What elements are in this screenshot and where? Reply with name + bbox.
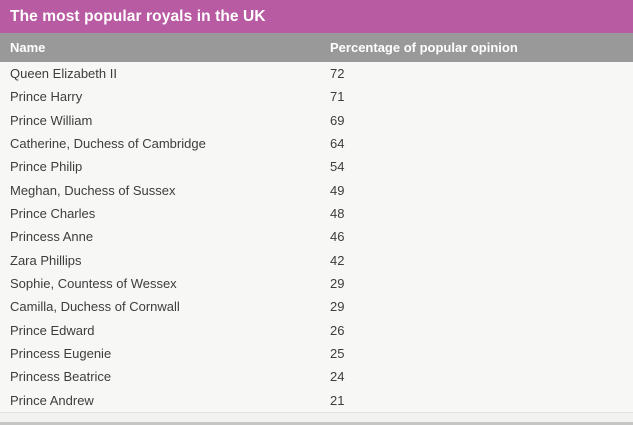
percentage-cell: 72 <box>330 66 345 82</box>
royal-name-cell: Prince Philip <box>10 159 83 175</box>
table-row: Princess Eugenie 25 <box>0 342 633 365</box>
percentage-cell: 25 <box>330 346 345 362</box>
royal-name-cell: Prince Harry <box>10 89 83 105</box>
percentage-cell: 29 <box>330 276 345 292</box>
column-header-name: Name <box>10 40 46 55</box>
royal-name-cell: Camilla, Duchess of Cornwall <box>10 299 180 315</box>
royal-name-cell: Meghan, Duchess of Sussex <box>10 182 176 198</box>
percentage-cell: 29 <box>330 299 345 315</box>
royal-name-cell: Prince Andrew <box>10 392 94 408</box>
page-background-band <box>0 413 633 422</box>
page-title: The most popular royals in the UK <box>10 7 266 25</box>
table-column-header-row: Name Percentage of popular opinion <box>0 33 633 62</box>
column-header-percentage: Percentage of popular opinion <box>330 40 518 55</box>
table-row: Camilla, Duchess of Cornwall 29 <box>0 295 633 318</box>
royal-name-cell: Prince Edward <box>10 322 95 338</box>
percentage-cell: 54 <box>330 159 345 175</box>
percentage-cell: 71 <box>330 89 345 105</box>
royal-name-cell: Catherine, Duchess of Cambridge <box>10 136 206 152</box>
percentage-cell: 49 <box>330 182 345 198</box>
royal-name-cell: Sophie, Countess of Wessex <box>10 276 177 292</box>
percentage-cell: 46 <box>330 229 345 245</box>
percentage-cell: 26 <box>330 322 345 338</box>
table-row: Prince Philip 54 <box>0 155 633 178</box>
royal-name-cell: Prince William <box>10 112 93 128</box>
table-body: Queen Elizabeth II 72 Prince Harry 71 Pr… <box>0 62 633 413</box>
percentage-cell: 64 <box>330 136 345 152</box>
table-row: Prince William 69 <box>0 109 633 132</box>
table-row: Prince Harry 71 <box>0 85 633 108</box>
royal-name-cell: Princess Eugenie <box>10 346 112 362</box>
royal-name-cell: Queen Elizabeth II <box>10 66 117 82</box>
table-title-bar: The most popular royals in the UK <box>0 0 633 33</box>
percentage-cell: 48 <box>330 206 345 222</box>
table-row: Zara Phillips 42 <box>0 249 633 272</box>
table-row: Queen Elizabeth II 72 <box>0 62 633 85</box>
percentage-cell: 21 <box>330 392 345 408</box>
table-row: Sophie, Countess of Wessex 29 <box>0 272 633 295</box>
table-row: Prince Andrew 21 <box>0 389 633 412</box>
royal-name-cell: Princess Anne <box>10 229 94 245</box>
royal-name-cell: Princess Beatrice <box>10 369 112 385</box>
table-row: Prince Edward 26 <box>0 319 633 342</box>
bottom-divider-bar <box>0 422 633 425</box>
table-row: Meghan, Duchess of Sussex 49 <box>0 179 633 202</box>
table-row: Catherine, Duchess of Cambridge 64 <box>0 132 633 155</box>
table-row: Princess Beatrice 24 <box>0 365 633 388</box>
royal-name-cell: Zara Phillips <box>10 252 82 268</box>
percentage-cell: 24 <box>330 369 345 385</box>
percentage-cell: 69 <box>330 112 345 128</box>
percentage-cell: 42 <box>330 252 345 268</box>
royal-name-cell: Prince Charles <box>10 206 96 222</box>
table-row: Princess Anne 46 <box>0 225 633 248</box>
table-row: Prince Charles 48 <box>0 202 633 225</box>
